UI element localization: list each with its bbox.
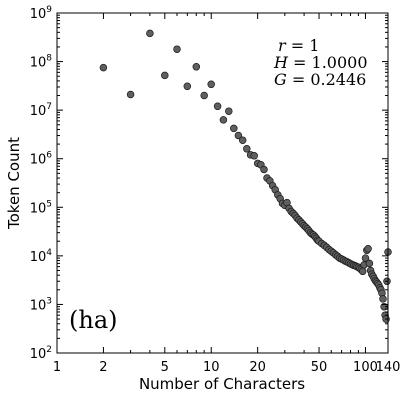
annotation-r-symbol: r — [278, 36, 287, 55]
data-point — [243, 145, 251, 153]
annotation-h-value: = 1.0000 — [288, 53, 368, 72]
x-tick-label: 100 — [353, 360, 378, 375]
data-point — [230, 124, 238, 133]
x-tick-label: 20 — [249, 360, 266, 375]
data-point — [238, 136, 247, 144]
data-point — [379, 295, 387, 303]
y-tick-label: 103 — [30, 296, 52, 313]
data-point — [364, 245, 372, 253]
annotation-h: H = 1.0000 — [273, 53, 368, 72]
data-point — [260, 165, 268, 174]
x-axis-title: Number of Characters — [139, 375, 305, 393]
y-axis-ticks: 102 103 104 105 106 107 108 109 — [30, 5, 388, 362]
y-tick-label: 104 — [30, 248, 53, 265]
data-point — [225, 107, 233, 115]
data-point — [99, 63, 108, 72]
stats-annotation: r = 1 H = 1.0000 G = 0.2446 — [273, 36, 368, 89]
data-point — [234, 131, 243, 140]
data-point — [161, 71, 169, 80]
data-point — [361, 254, 370, 262]
annotation-g-value: = 0.2446 — [287, 70, 367, 89]
annotation-h-symbol: H — [273, 53, 289, 72]
y-axis-title: Token Count — [5, 137, 23, 230]
x-tick-label: 5 — [161, 360, 169, 375]
data-point — [219, 116, 228, 124]
annotation-r: r = 1 — [278, 36, 319, 55]
data-point — [207, 80, 215, 89]
y-tick-label: 102 — [30, 345, 52, 362]
data-point — [173, 45, 181, 53]
annotation-r-value: = 1 — [286, 36, 320, 55]
data-point — [250, 152, 258, 160]
y-tick-label: 105 — [30, 199, 52, 216]
plot-frame — [56, 12, 389, 354]
annotation-g-symbol: G — [274, 70, 287, 89]
data-point — [200, 91, 208, 100]
data-point — [126, 90, 135, 99]
data-points — [99, 29, 392, 323]
x-tick-label: 1 — [53, 360, 61, 375]
annotation-g: G = 0.2446 — [274, 70, 366, 89]
panel-label: (ha) — [69, 306, 118, 334]
x-tick-label: 50 — [311, 360, 328, 375]
x-tick-label: 10 — [203, 360, 220, 375]
x-tick-label: 2 — [99, 360, 107, 375]
y-tick-label: 108 — [30, 54, 53, 71]
data-point — [146, 29, 154, 38]
y-tick-label: 107 — [30, 102, 52, 119]
y-tick-label: 106 — [30, 151, 53, 168]
data-point — [213, 102, 222, 111]
y-tick-label: 109 — [30, 5, 53, 22]
data-point — [192, 63, 201, 71]
x-tick-label: 140 — [376, 360, 401, 375]
data-point — [358, 267, 367, 276]
data-point — [183, 82, 192, 91]
data-point — [365, 259, 374, 268]
